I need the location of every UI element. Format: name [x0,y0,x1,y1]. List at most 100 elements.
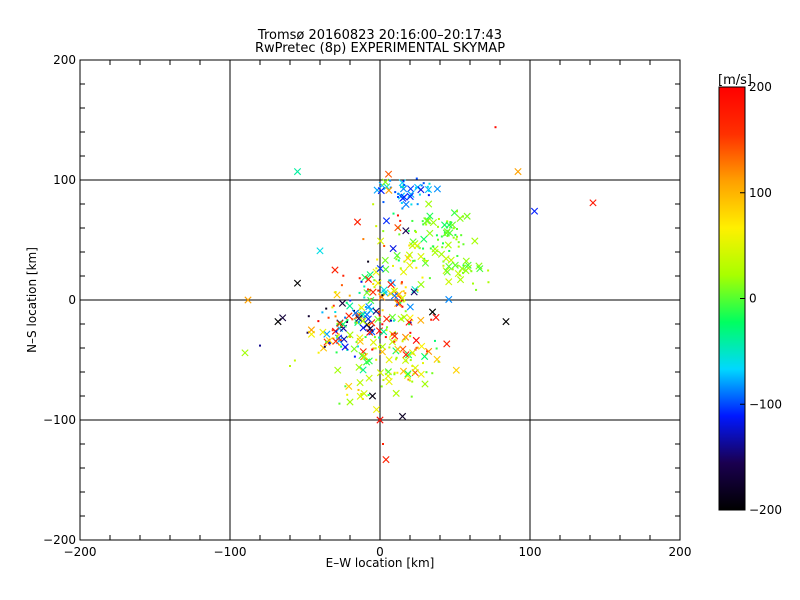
data-point [365,374,373,382]
data-point [402,227,410,235]
data-point-stroke [360,389,368,398]
data-point [375,327,384,335]
data-point [445,295,453,304]
data-point-stroke [319,328,327,336]
data-point [435,347,438,350]
data-point [340,345,343,348]
data-point-stroke [447,256,455,264]
data-point [346,348,349,351]
data-point [487,269,490,272]
data-point [402,351,410,359]
data-point-stroke [421,380,429,388]
data-point [384,336,387,339]
data-point [433,185,441,193]
data-point-stroke [338,299,347,307]
data-point [394,345,402,353]
data-point [416,289,419,292]
data-point [432,313,440,322]
data-point [337,333,340,336]
x-tick-label: −100 [214,545,247,559]
data-point [333,291,341,299]
data-point [410,288,418,296]
data-point-stroke [363,289,371,297]
data-point [402,185,405,188]
data-point-stroke [399,345,407,353]
data-point [456,214,464,222]
data-point [437,360,440,363]
data-point-stroke [407,190,415,198]
data-point [404,351,413,359]
data-point [372,203,375,206]
data-point [411,364,419,372]
data-point [446,235,449,238]
data-point [443,340,451,348]
data-point-stroke [464,261,472,269]
data-point [476,265,484,273]
data-point-stroke [426,229,434,237]
data-point-stroke [424,216,432,225]
data-point [364,275,373,283]
data-point [334,366,342,374]
data-point [403,183,406,186]
data-point [353,218,362,226]
data-point [340,284,343,287]
data-point [364,315,372,323]
data-point [346,398,354,406]
data-point [406,314,414,322]
data-point-stroke [589,199,597,207]
data-point [443,233,446,236]
data-point [369,338,378,346]
data-point [417,252,425,261]
data-point-stroke [456,214,464,222]
data-point [339,338,342,341]
data-point [425,200,433,208]
data-point [440,235,443,238]
data-point [400,282,403,285]
data-point [425,347,433,355]
data-point-stroke [381,178,389,186]
data-point-stroke [346,331,354,339]
axes: −200 −100 0 100 200 −200 −100 0 100 200 [43,53,691,559]
data-point [403,371,412,380]
data-point [411,364,414,367]
data-point [428,182,431,185]
data-point [393,287,396,290]
data-point [418,193,421,196]
data-point [408,349,417,357]
data-point-stroke [376,264,384,273]
data-point-stroke [401,356,410,364]
data-point [443,268,451,276]
data-point [384,372,392,380]
data-point [421,276,424,279]
data-point [358,277,361,280]
data-point [472,282,475,285]
data-point-stroke [378,343,387,351]
data-point-stroke [408,349,417,357]
data-point-stroke [241,349,249,357]
data-point [244,296,252,304]
data-point-stroke [432,313,440,322]
data-point [424,185,433,194]
data-point-stroke [443,228,451,236]
data-point [475,288,478,291]
data-point [363,296,366,299]
y-axis-label: N–S location [km] [25,247,39,353]
data-point [346,319,349,322]
data-point [428,277,431,280]
data-point [411,285,419,294]
data-point [372,405,381,414]
data-point [307,315,310,318]
data-points [241,126,597,464]
data-point [380,385,383,388]
data-point [394,224,402,232]
data-point-stroke [399,268,408,276]
data-point-stroke [400,193,408,201]
data-point-stroke [514,168,522,176]
colorbar-tick-label: 0 [749,292,757,306]
data-point [361,352,369,361]
data-point [442,264,445,267]
data-point [403,338,406,341]
data-point [366,271,374,279]
data-point [378,348,387,356]
data-point-stroke [417,280,425,289]
